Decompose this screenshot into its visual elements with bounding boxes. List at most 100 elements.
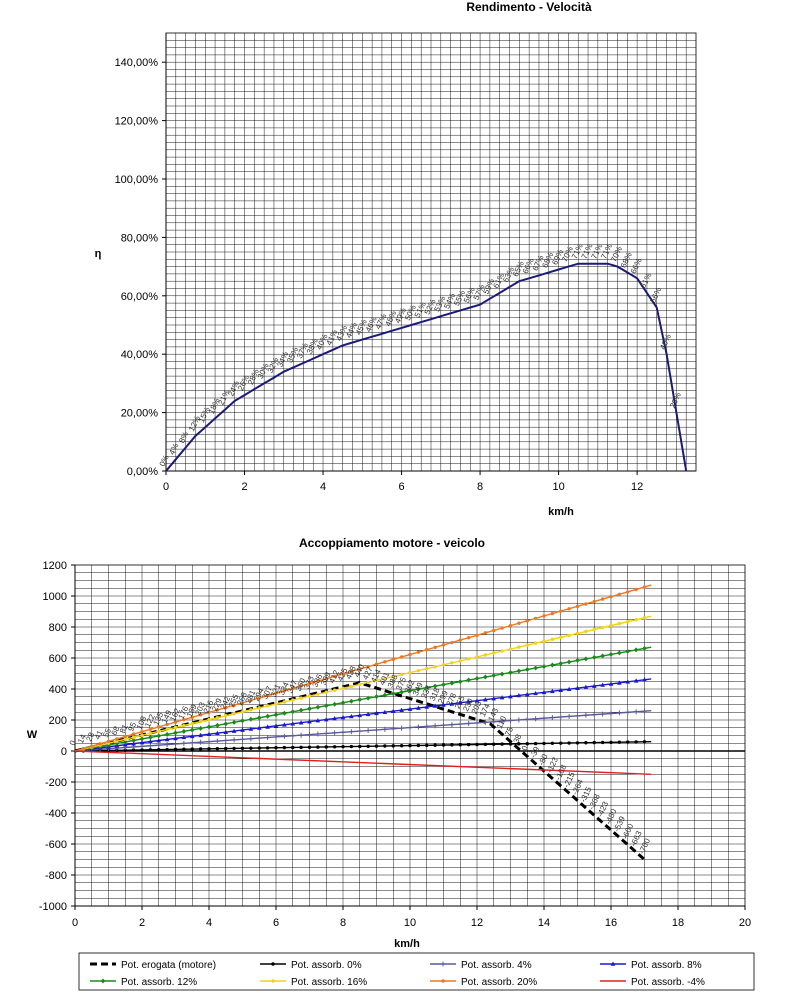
series-point [383,660,387,664]
series-point [291,745,295,750]
series-point [215,747,220,751]
series-point [542,639,546,643]
series-point [257,696,261,700]
x-tick-label: 10 [404,917,416,929]
series-point [298,720,304,725]
series-point [617,592,622,597]
series-point [542,741,546,746]
series-point [617,621,622,626]
legend-item-6: Pot. assorb. 20% [430,977,537,988]
series-point [441,702,446,707]
series-point [323,703,329,709]
series-point [323,717,329,722]
series-point [148,731,153,736]
series-point [550,741,555,745]
legend-item-3: Pot. assorb. 8% [600,960,702,971]
data-label: 8% [177,430,190,444]
series-point [282,745,287,750]
chart1-y-axis-label: η [95,248,102,260]
series-point [164,736,170,742]
series-point [324,745,328,749]
series-point [248,716,254,722]
x-tick-label: 14 [538,917,550,929]
series-point [475,655,479,659]
series-point [349,669,354,674]
series-point [240,727,245,732]
series-point [357,712,363,718]
series-point [115,737,119,741]
series-point [340,700,346,706]
series-point [609,623,613,628]
series-point [173,747,178,752]
series-point [483,653,488,657]
chart1-axes: 0,00% 20,00% 40,00% 60,00% 80,00% 100,00% 120,… [115,33,696,493]
y-tick-label: 0,00% [127,466,158,478]
series-point [575,657,580,663]
series-point [81,746,86,751]
series-point [265,746,270,750]
series-point [332,716,337,721]
series-point [207,717,211,722]
series-point [416,705,421,710]
series-point [399,672,404,677]
series-point [198,713,203,717]
series-point [625,679,631,684]
series-point [148,748,153,752]
legend-item-7: Pot. assorb. -4% [600,977,705,988]
series-point [517,742,521,746]
absorbed-power-line [74,646,652,752]
series-point [550,662,555,668]
series-point [425,648,429,652]
legend-label: Pot. assorb. 12% [121,977,197,988]
series-point [366,680,370,685]
series-point [248,726,254,731]
series-point [257,746,261,750]
series-point [215,715,220,720]
engine-data-label: 28 [84,730,96,742]
series-point [390,691,396,697]
series-point [382,692,388,698]
series-point [450,661,454,665]
series-point [575,741,580,745]
y-tick-label: 40,00% [121,349,159,361]
y-tick-label: 800 [49,622,67,634]
series-point [189,733,195,739]
series-point [567,633,571,638]
series-point [198,719,203,724]
series-point [408,670,412,675]
y-tick-label: 0 [61,746,67,758]
series-point [249,746,253,750]
series-point [408,743,412,748]
series-point [224,705,228,710]
legend-label: Pot. assorb. 0% [291,960,362,971]
series-point [358,682,362,687]
series-point [240,718,245,724]
series-point [399,744,404,748]
series-point [165,722,169,727]
series-point [307,719,312,724]
series-point [483,697,488,702]
series-point [424,704,430,709]
series-point [271,962,275,966]
series-point [182,723,186,728]
y-tick-label: 80,00% [121,232,159,244]
series-point [475,633,479,637]
series-point [340,714,346,720]
series-point [231,728,237,733]
series-6 [74,584,652,752]
series-point [123,734,127,739]
series-point [273,723,279,728]
series-point [291,686,295,691]
series-point [206,731,212,737]
series-point [466,657,471,661]
series-point [156,738,162,743]
y-tick-label: 400 [49,684,67,696]
series-point [282,689,287,693]
series-point [575,631,580,636]
series-point [517,645,521,649]
series-point [383,744,387,748]
series-point [374,678,379,683]
series-point [608,651,614,657]
series-point [600,625,605,630]
chart2-legend: Pot. erogata (motore) Pot. assorb. 0% Pot.… [78,952,755,991]
